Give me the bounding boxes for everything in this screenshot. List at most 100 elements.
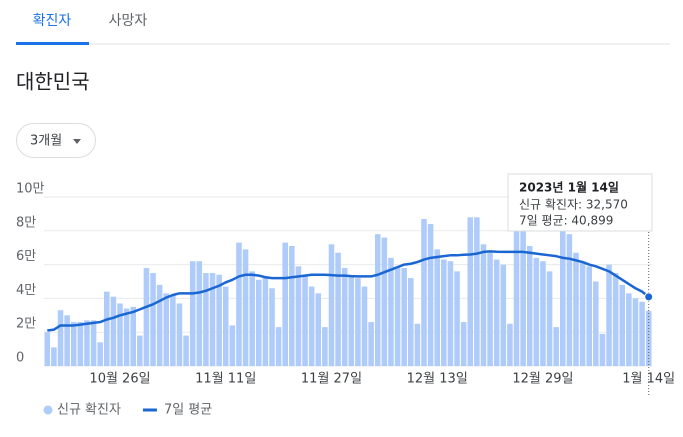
bar bbox=[51, 347, 57, 366]
dropdown[interactable] bbox=[16, 123, 96, 158]
bar bbox=[289, 246, 295, 366]
legend-label: 7일 평균 bbox=[164, 403, 212, 418]
legend-item[interactable]: 신규 확진자 bbox=[43, 403, 121, 418]
tooltip-title: 2023년 1월 14일 bbox=[519, 180, 619, 195]
bar bbox=[110, 296, 117, 366]
bar bbox=[315, 293, 322, 366]
bar bbox=[480, 244, 487, 366]
bar bbox=[546, 271, 553, 366]
y-tick-label: 10만 bbox=[16, 182, 45, 197]
bar bbox=[639, 301, 645, 366]
bar bbox=[328, 244, 335, 366]
legend-label: 신규 확진자 bbox=[57, 403, 121, 418]
bar bbox=[626, 293, 632, 366]
bar bbox=[275, 327, 282, 366]
bar bbox=[493, 259, 500, 366]
y-tick-label: 8만 bbox=[16, 215, 36, 230]
bar bbox=[553, 327, 559, 366]
bar bbox=[189, 261, 196, 366]
bar bbox=[242, 249, 249, 366]
bar bbox=[150, 273, 156, 366]
bar bbox=[64, 315, 70, 366]
bar bbox=[381, 237, 388, 366]
bar bbox=[533, 257, 540, 366]
bar bbox=[117, 303, 123, 366]
bar bbox=[170, 295, 176, 366]
bar bbox=[156, 284, 163, 366]
bar bbox=[176, 303, 183, 366]
bar bbox=[612, 273, 619, 366]
bar bbox=[474, 217, 480, 366]
bar bbox=[282, 242, 288, 366]
tab[interactable]: 사망자 bbox=[109, 13, 148, 29]
bar bbox=[467, 217, 474, 366]
bar bbox=[196, 261, 203, 366]
bar bbox=[513, 220, 520, 366]
bar bbox=[447, 261, 454, 366]
x-tick-label: 11월 11일 bbox=[195, 372, 256, 387]
bar bbox=[104, 291, 110, 366]
tooltip bbox=[507, 173, 653, 232]
bar bbox=[507, 323, 513, 366]
bar bbox=[348, 276, 355, 366]
bar bbox=[560, 222, 566, 366]
tooltip-line: 7일 평균: 40,899 bbox=[519, 214, 613, 228]
y-tick-label: 4만 bbox=[16, 283, 36, 298]
bar bbox=[374, 234, 381, 366]
bar bbox=[645, 310, 652, 366]
bar bbox=[566, 234, 573, 366]
x-tick-label: 10월 26일 bbox=[89, 372, 150, 387]
bar bbox=[90, 320, 97, 366]
bar bbox=[355, 278, 361, 366]
bar bbox=[84, 320, 90, 366]
bar bbox=[70, 322, 77, 366]
x-tick-label: 11월 27일 bbox=[301, 372, 362, 387]
bar bbox=[183, 335, 189, 366]
dropdown-arrow bbox=[73, 139, 81, 144]
bar bbox=[256, 279, 262, 366]
tab-indicator bbox=[16, 42, 89, 45]
bar bbox=[540, 261, 546, 366]
bar bbox=[454, 271, 460, 366]
y-tick-label: 2만 bbox=[16, 317, 36, 332]
bar bbox=[236, 242, 242, 366]
bar bbox=[500, 264, 507, 366]
bar bbox=[57, 310, 64, 366]
bar bbox=[434, 249, 440, 366]
y-tick-label: 6만 bbox=[16, 249, 36, 264]
bar bbox=[335, 252, 341, 366]
bar bbox=[269, 288, 275, 366]
bar bbox=[77, 322, 84, 366]
bar bbox=[123, 308, 130, 366]
bar bbox=[216, 274, 222, 366]
bar bbox=[520, 227, 526, 366]
bar bbox=[361, 286, 368, 366]
bar bbox=[222, 286, 229, 366]
bar bbox=[421, 218, 427, 366]
bar bbox=[441, 259, 447, 366]
bar bbox=[249, 271, 255, 366]
bar bbox=[526, 246, 533, 366]
legend-item[interactable]: 7일 평균 bbox=[142, 403, 212, 418]
bar bbox=[130, 306, 136, 366]
region-title: 대한민국 bbox=[16, 70, 90, 94]
bar bbox=[229, 325, 236, 366]
dropdown-label: 3개월 bbox=[30, 134, 62, 149]
x-tick-label: 12월 29일 bbox=[512, 372, 573, 387]
hover-point bbox=[644, 292, 654, 302]
y-tick-label: 0 bbox=[16, 351, 24, 366]
bar bbox=[573, 252, 579, 366]
bar bbox=[388, 257, 394, 366]
bar bbox=[209, 273, 216, 366]
bar bbox=[295, 266, 302, 366]
legend-swatch bbox=[43, 405, 53, 415]
bar bbox=[368, 322, 374, 366]
bar bbox=[427, 224, 434, 366]
bar bbox=[137, 335, 143, 366]
bar bbox=[586, 266, 592, 366]
x-tick-label: 12월 13일 bbox=[407, 372, 468, 387]
tab[interactable]: 확진자 bbox=[33, 13, 72, 29]
bar bbox=[341, 267, 348, 366]
bar bbox=[163, 293, 170, 366]
